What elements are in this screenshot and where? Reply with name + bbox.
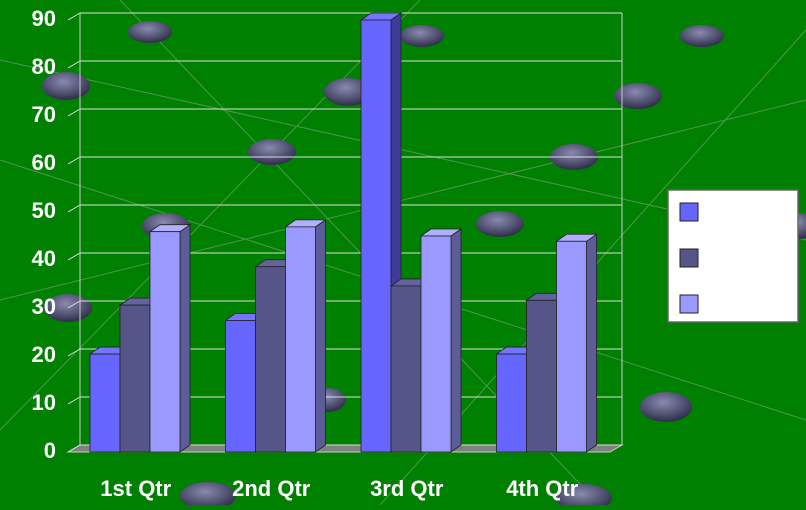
y-tick-label: 0	[44, 438, 56, 463]
x-tick-label: 4th Qtr	[506, 476, 579, 501]
y-tick-label: 30	[32, 294, 56, 319]
bar	[150, 232, 180, 452]
x-tick-label: 3rd Qtr	[370, 476, 444, 501]
x-tick-label: 2nd Qtr	[232, 476, 311, 501]
bar-side	[587, 234, 597, 452]
y-tick-label: 10	[32, 390, 56, 415]
y-tick-label: 60	[32, 150, 56, 175]
bar	[557, 241, 587, 452]
legend-swatch	[680, 249, 698, 267]
y-tick-label: 50	[32, 198, 56, 223]
page: 0 10 20 30 40 50 60 70 80 90 1st Qtr 2nd Qtr 3rd Qtr…	[0, 0, 806, 510]
legend-label: North	[708, 290, 767, 315]
x-tick-label: 1st Qtr	[100, 476, 171, 501]
bar	[256, 267, 286, 452]
y-tick-label: 70	[32, 102, 56, 127]
bar	[527, 300, 557, 452]
bar	[391, 286, 421, 452]
legend-swatch	[680, 203, 698, 221]
bar	[497, 354, 527, 452]
bar	[421, 236, 451, 452]
y-tick-label: 20	[32, 342, 56, 367]
y-tick-label: 40	[32, 246, 56, 271]
chart: 0 10 20 30 40 50 60 70 80 90 1st Qtr 2nd Qtr 3rd Qtr…	[0, 0, 806, 505]
bar	[361, 20, 391, 452]
bar	[90, 354, 120, 452]
bar-side	[180, 225, 190, 452]
bar	[120, 305, 150, 452]
legend-label: West	[708, 244, 761, 269]
bar	[226, 320, 256, 452]
y-tick-label: 90	[32, 6, 56, 31]
legend-swatch	[680, 295, 698, 313]
y-tick-label: 80	[32, 54, 56, 79]
legend-label: East	[708, 198, 755, 223]
bar-side	[451, 229, 461, 452]
bar	[286, 227, 316, 452]
bar-side	[316, 220, 326, 452]
